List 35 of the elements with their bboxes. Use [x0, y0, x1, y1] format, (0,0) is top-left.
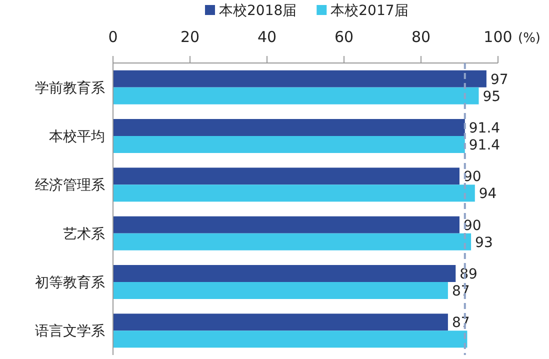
bar	[113, 119, 465, 136]
legend-label: 本校2018届	[219, 3, 297, 19]
legend-label: 本校2017届	[330, 3, 408, 19]
y-tick-label: 经济管理系	[35, 178, 105, 194]
x-tick-label: 80	[411, 28, 431, 46]
bar	[113, 168, 460, 185]
y-tick-label: 艺术系	[63, 226, 105, 242]
bar	[113, 87, 479, 104]
bar	[113, 216, 460, 234]
x-tick-label: 100	[484, 28, 512, 46]
x-tick-label: 20	[180, 28, 200, 46]
data-label: 91.4	[468, 120, 500, 136]
bar	[113, 330, 468, 348]
y-tick-label: 学前教育系	[35, 79, 105, 96]
bar	[113, 265, 456, 282]
y-tick-label: 本校平均	[49, 129, 105, 145]
bar	[113, 233, 472, 250]
data-label: 97	[490, 72, 508, 88]
data-label: 94	[478, 186, 497, 202]
data-label: 91.4	[468, 138, 500, 154]
bar	[113, 282, 448, 299]
bar	[113, 314, 448, 331]
x-axis-title: (%)	[518, 31, 540, 46]
bar	[113, 184, 475, 202]
x-tick-label: 40	[257, 28, 277, 46]
data-label: 93	[475, 234, 493, 251]
data-label: 90	[464, 169, 482, 186]
y-tick-label: 初等教育系	[35, 274, 105, 291]
bar	[113, 70, 486, 88]
x-tick-label: 0	[108, 28, 118, 46]
bar	[113, 136, 465, 153]
data-label: 95	[482, 88, 501, 105]
data-label: 90	[464, 218, 482, 234]
x-tick-label: 60	[334, 28, 354, 46]
y-tick-label: 语言文学系	[35, 324, 105, 340]
